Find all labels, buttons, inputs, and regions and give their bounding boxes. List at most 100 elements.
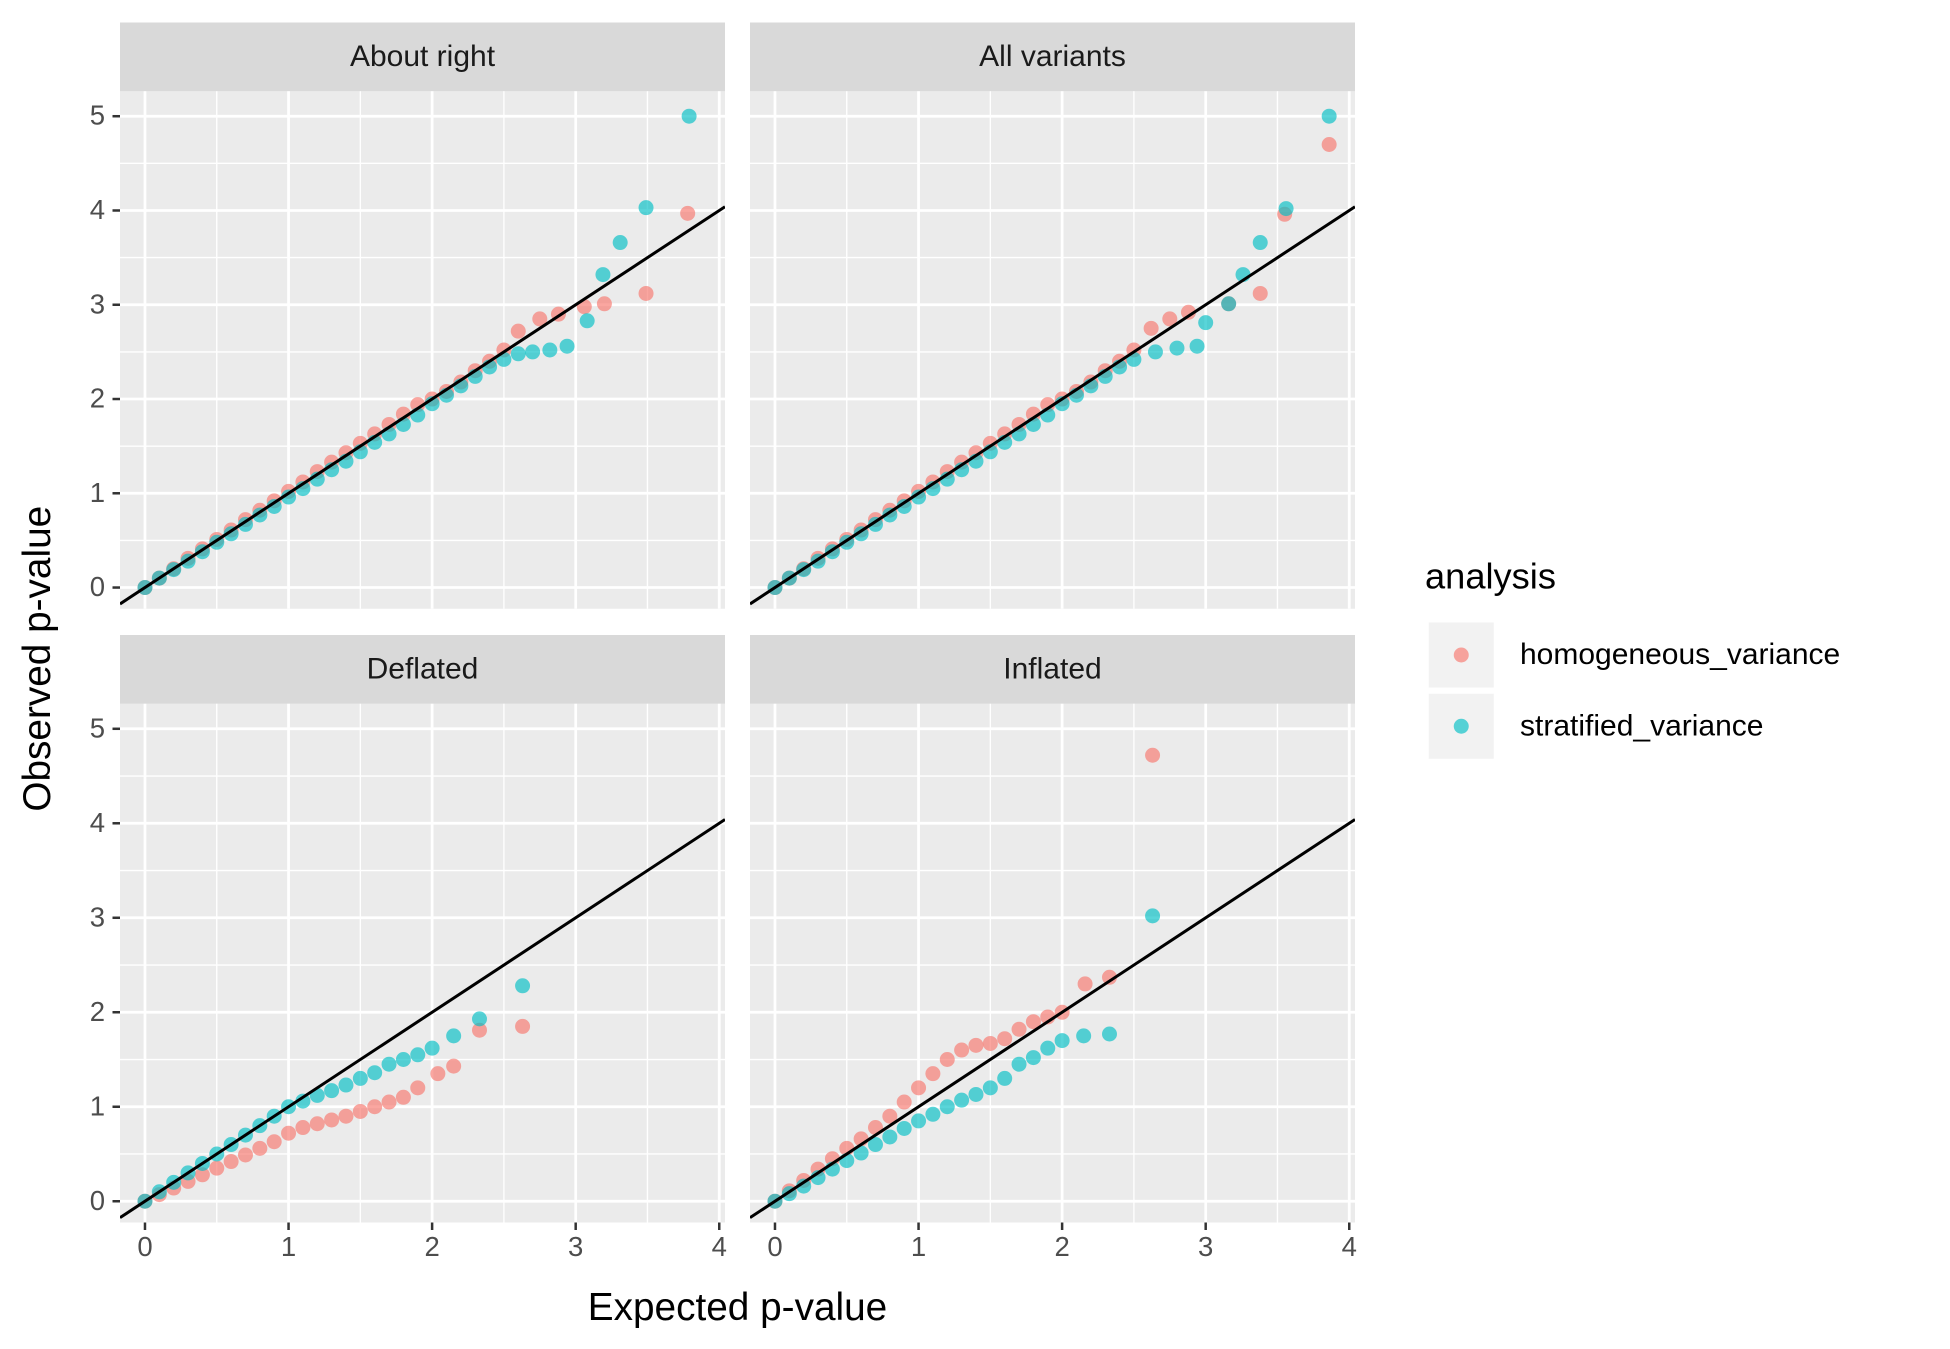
point: [209, 1160, 225, 1176]
point: [997, 1070, 1013, 1086]
point: [352, 1103, 368, 1119]
strip-label: Deflated: [367, 653, 479, 686]
point: [911, 1113, 927, 1129]
point: [1162, 311, 1178, 327]
panel-background: [120, 91, 725, 609]
panel: Deflated 0 1 2 3 4 0 1 2 3 4 5: [90, 635, 727, 1262]
point: [939, 1099, 955, 1115]
point: [510, 323, 526, 339]
x-tick-label: 3: [1198, 1231, 1213, 1262]
point: [1169, 340, 1185, 356]
point: [638, 285, 654, 301]
point: [446, 1058, 462, 1074]
strip-background: [750, 635, 1355, 704]
point: [911, 489, 927, 505]
x-tick-label: 0: [767, 1231, 782, 1262]
point: [853, 1145, 869, 1161]
y-tick-label: 2: [90, 383, 105, 414]
reference-line: [120, 205, 725, 606]
point: [1321, 108, 1337, 124]
point: [579, 313, 595, 329]
y-tick-label: 5: [90, 100, 105, 131]
point: [1076, 1028, 1092, 1044]
y-tick-label: 0: [90, 571, 105, 602]
point: [896, 1094, 912, 1110]
point: [266, 1134, 282, 1150]
point: [982, 1035, 998, 1051]
legend-label: homogeneous_variance: [1520, 638, 1840, 671]
point: [515, 978, 531, 994]
point: [395, 1052, 411, 1068]
y-axis-title: Observed p-value: [16, 506, 59, 812]
point: [1145, 747, 1161, 763]
point: [223, 1154, 239, 1170]
y-tick-label: 4: [90, 807, 105, 838]
point: [532, 311, 548, 327]
point: [471, 1011, 487, 1027]
panel-background: [750, 91, 1355, 609]
point: [882, 1108, 898, 1124]
point: [395, 406, 411, 422]
point: [1180, 304, 1196, 320]
point: [281, 489, 297, 505]
point: [1101, 969, 1117, 985]
point: [1025, 1050, 1041, 1066]
points: [767, 747, 1161, 1209]
legend-title: analysis: [1425, 555, 1556, 596]
point: [510, 346, 526, 362]
point: [194, 1167, 210, 1183]
legend-marker: [1453, 647, 1469, 663]
strip-label: About right: [350, 40, 496, 73]
point: [410, 397, 426, 413]
x-tick-label: 0: [137, 1231, 152, 1262]
strip-background: [120, 22, 725, 92]
point: [446, 1028, 462, 1044]
point: [1077, 976, 1093, 992]
y-tick-label: 3: [90, 288, 105, 319]
y-tick-label: 1: [90, 477, 105, 508]
point: [680, 205, 696, 221]
point: [424, 1040, 440, 1056]
point: [367, 1065, 383, 1081]
point: [1252, 285, 1268, 301]
point: [338, 1108, 354, 1124]
point: [1040, 1040, 1056, 1056]
reference-line: [750, 205, 1355, 606]
point: [367, 1099, 383, 1115]
panel: About right 0 1 2 3 4 5: [90, 22, 725, 609]
point: [295, 1120, 311, 1136]
point: [295, 1093, 311, 1109]
strip-background: [750, 22, 1355, 92]
panel-background: [750, 703, 1355, 1223]
point: [430, 1066, 446, 1082]
point: [324, 1083, 340, 1099]
point: [1252, 235, 1268, 251]
x-tick-label: 2: [424, 1231, 439, 1262]
point: [309, 1116, 325, 1132]
point: [1321, 137, 1337, 153]
point: [1147, 344, 1163, 360]
point: [612, 235, 628, 251]
panel: All variants: [750, 22, 1355, 609]
y-tick-label: 4: [90, 194, 105, 225]
point: [925, 1106, 941, 1122]
point: [559, 338, 575, 354]
point: [925, 1066, 941, 1082]
point: [1221, 296, 1237, 312]
point: [1101, 1026, 1117, 1042]
point: [525, 344, 541, 360]
y-tick-label: 1: [90, 1090, 105, 1121]
point: [638, 200, 654, 216]
strip-label: All variants: [979, 40, 1126, 73]
legend-marker: [1453, 718, 1469, 734]
point: [968, 1086, 984, 1102]
point: [867, 1137, 883, 1153]
point: [281, 1125, 297, 1141]
panel-background: [120, 703, 725, 1223]
point: [266, 498, 282, 514]
x-tick-label: 1: [281, 1231, 296, 1262]
point: [381, 1094, 397, 1110]
point: [252, 1140, 268, 1156]
y-tick-label: 0: [90, 1185, 105, 1216]
